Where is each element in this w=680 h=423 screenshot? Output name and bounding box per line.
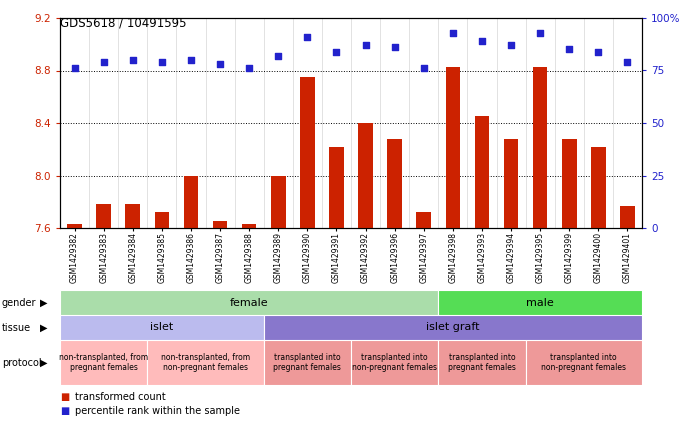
Point (186, 57, 197, 63)
Text: islet: islet (150, 322, 173, 332)
Point (273, 52, 284, 59)
Bar (213, 221, 227, 228)
Bar (445, 66, 460, 228)
Bar (591, 147, 606, 228)
Text: female: female (230, 297, 269, 308)
Text: ■: ■ (60, 406, 69, 416)
Point (127, 57, 138, 63)
Bar (242, 224, 256, 228)
Point (622, 59, 633, 66)
Bar (351, 340, 439, 385)
Point (564, 46, 575, 53)
Bar (475, 116, 489, 228)
Bar (60, 340, 148, 385)
Point (477, 38, 488, 44)
Bar (271, 176, 286, 228)
Point (215, 61, 226, 68)
Bar (60, 290, 439, 315)
Text: tissue: tissue (2, 322, 31, 332)
Point (331, 48, 342, 55)
Text: gender: gender (2, 297, 37, 308)
Text: transplanted into
pregnant females: transplanted into pregnant females (273, 353, 341, 372)
Bar (126, 204, 140, 228)
Bar (439, 340, 526, 385)
Text: ▶: ▶ (40, 357, 48, 368)
Text: percentile rank within the sample: percentile rank within the sample (75, 406, 240, 416)
Bar (67, 224, 82, 228)
Bar (60, 315, 264, 340)
Bar (300, 77, 315, 228)
Bar (388, 139, 402, 228)
Text: transplanted into
non-pregnant females: transplanted into non-pregnant females (352, 353, 437, 372)
Text: islet graft: islet graft (426, 322, 479, 332)
Bar (562, 139, 577, 228)
Text: non-transplanted, from
pregnant females: non-transplanted, from pregnant females (59, 353, 148, 372)
Bar (154, 212, 169, 228)
Text: male: male (526, 297, 554, 308)
Point (360, 42, 371, 49)
Text: protocol: protocol (2, 357, 41, 368)
Text: ▶: ▶ (40, 297, 48, 308)
Point (243, 65, 254, 72)
Text: transplanted into
non-pregnant females: transplanted into non-pregnant females (541, 353, 626, 372)
Text: non-transplanted, from
non-pregnant females: non-transplanted, from non-pregnant fema… (161, 353, 250, 372)
Point (506, 42, 517, 49)
Point (534, 29, 545, 36)
Bar (148, 340, 264, 385)
Text: ■: ■ (60, 392, 69, 402)
Point (593, 48, 604, 55)
Bar (264, 315, 642, 340)
Bar (329, 147, 343, 228)
Point (447, 29, 458, 36)
Bar (416, 212, 431, 228)
Bar (533, 66, 547, 228)
Bar (439, 290, 642, 315)
Point (98, 59, 109, 66)
Point (69, 65, 80, 72)
Bar (358, 123, 373, 228)
Text: GDS5618 / 10491595: GDS5618 / 10491595 (60, 16, 186, 29)
Bar (526, 340, 642, 385)
Text: ▶: ▶ (40, 322, 48, 332)
Point (302, 33, 313, 40)
Point (389, 44, 400, 51)
Point (156, 59, 167, 66)
Bar (264, 340, 351, 385)
Bar (184, 176, 199, 228)
Point (418, 65, 429, 72)
Bar (620, 206, 634, 228)
Bar (504, 139, 518, 228)
Bar (97, 204, 111, 228)
Text: transplanted into
pregnant females: transplanted into pregnant females (448, 353, 516, 372)
Text: transformed count: transformed count (75, 392, 166, 402)
